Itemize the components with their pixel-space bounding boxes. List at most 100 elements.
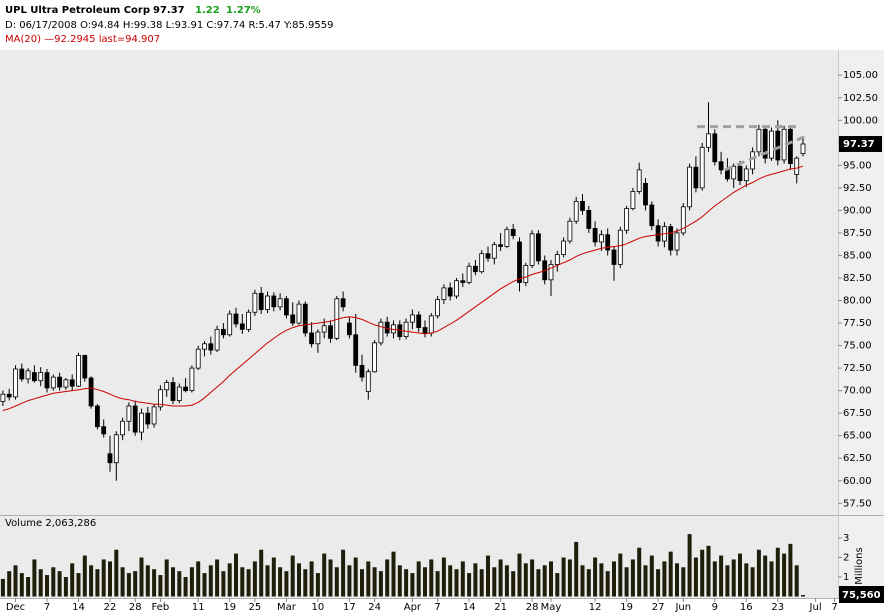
volume-bar: [429, 559, 434, 597]
candle-body: [485, 253, 491, 259]
candle-body: [788, 128, 793, 164]
candle-body: [107, 453, 113, 464]
candle-body: [346, 322, 352, 336]
candle-body: [428, 315, 434, 334]
candle-body: [554, 254, 560, 265]
volume-bar: [725, 565, 730, 597]
candle-body: [599, 234, 604, 243]
volume-bar: [240, 567, 245, 597]
candle-body: [151, 406, 157, 425]
candle-body: [220, 328, 226, 336]
volume-bar: [89, 565, 94, 597]
last-price: 97.37: [153, 5, 185, 16]
volume-bar: [473, 563, 478, 597]
candle-body: [491, 244, 497, 259]
volume-bar: [164, 559, 169, 597]
candle-body: [126, 405, 132, 422]
candle-body: [409, 314, 415, 323]
candle-body: [580, 200, 585, 211]
candle-body: [737, 165, 743, 182]
candle-body: [50, 376, 56, 389]
volume-tick-label: 2: [843, 553, 849, 564]
candle-body: [794, 157, 800, 175]
change: 1.22: [195, 5, 220, 16]
candle-body: [6, 393, 12, 398]
candle-body: [617, 229, 623, 265]
volume-bar: [586, 569, 591, 597]
y-tick-label: 87.50: [843, 228, 872, 239]
volume-bar: [360, 569, 364, 597]
candle-body: [32, 372, 37, 382]
candle-body: [208, 343, 214, 351]
x-tick-label: 16: [740, 602, 753, 613]
candle-body: [630, 191, 636, 210]
candle-body: [756, 128, 762, 153]
volume-bar: [731, 559, 736, 597]
x-tick-label: Jun: [674, 602, 691, 613]
volume-bar: [278, 567, 283, 597]
x-tick-label: 28: [129, 602, 142, 613]
volume-bar: [297, 563, 301, 597]
volume-bar: [668, 551, 673, 597]
volume-bar: [410, 573, 415, 597]
candle-body: [321, 325, 327, 333]
volume-bar: [315, 573, 320, 597]
volume-bar: [63, 577, 68, 597]
y-tick-label: 92.50: [843, 183, 872, 194]
last-price-box: [839, 135, 882, 152]
volume-bar: [208, 565, 213, 597]
volume-bar: [303, 569, 308, 597]
candle-body: [643, 182, 648, 206]
volume-bar: [750, 567, 755, 597]
x-tick-label: 9: [712, 602, 718, 613]
candle-body: [309, 332, 315, 345]
volume-bar: [252, 561, 257, 597]
x-tick-label: 17: [343, 602, 356, 613]
volume-bar: [662, 561, 667, 597]
candle-body: [668, 226, 674, 251]
volume-bar: [19, 573, 24, 597]
volume-bar: [618, 553, 623, 597]
candle-body: [38, 372, 44, 382]
volume-bar: [441, 557, 446, 597]
x-tick-label: 14: [463, 602, 476, 613]
candle-body: [233, 313, 239, 325]
candle-body: [529, 233, 535, 266]
volume-bar: [202, 573, 207, 597]
volume-bar: [775, 547, 780, 597]
volume-bar: [599, 563, 604, 597]
volume-bar: [681, 567, 686, 597]
y-tick-label: 105.00: [843, 70, 878, 81]
candle-body: [586, 210, 592, 229]
candle-body: [271, 295, 277, 308]
candle-body: [113, 434, 119, 464]
candle-body: [498, 244, 504, 247]
x-tick-label: 14: [72, 602, 85, 613]
y-tick-label: 102.50: [843, 93, 878, 104]
price-axis-area: [838, 50, 884, 515]
volume-bar: [158, 575, 163, 597]
candle-body: [120, 420, 125, 436]
volume-bar: [593, 557, 598, 597]
candle-body: [44, 372, 50, 389]
volume-bar: [177, 571, 182, 597]
candle-body: [302, 303, 308, 334]
volume-bar: [794, 565, 799, 597]
volume-bar: [719, 555, 724, 597]
candle-body: [101, 426, 107, 435]
volume-bar: [152, 569, 157, 597]
volume-bar: [416, 561, 421, 597]
candle-body: [725, 169, 730, 180]
volume-bar: [498, 559, 503, 597]
y-tick-label: 65.00: [843, 431, 872, 442]
x-tick-label: May: [541, 602, 562, 613]
volume-bar: [649, 555, 654, 597]
price-panel: [0, 50, 838, 515]
x-tick-label: Dec: [6, 602, 25, 613]
candle-body: [202, 343, 207, 350]
volume-bar: [334, 567, 339, 597]
volume-bar: [643, 565, 648, 597]
volume-bar: [763, 555, 768, 597]
candle-body: [561, 240, 566, 255]
